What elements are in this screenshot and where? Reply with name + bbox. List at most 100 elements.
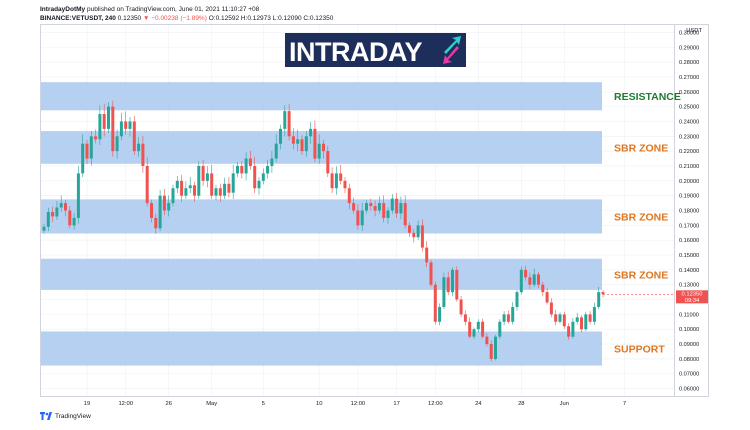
candle-body — [472, 329, 476, 337]
price-tick-label: 0.20000 — [679, 179, 699, 185]
candle-body — [46, 211, 50, 227]
time-tick-label: 19 — [84, 401, 90, 407]
candle-body — [541, 284, 545, 293]
price-tick-label: 0.09000 — [679, 342, 699, 348]
time-tick-label: 12:00 — [428, 401, 443, 407]
candle-body — [304, 136, 308, 152]
candle-body — [81, 143, 85, 174]
candle-body — [519, 269, 523, 293]
candle-body — [223, 183, 227, 196]
candle-body — [330, 173, 334, 189]
candle-body — [89, 136, 93, 159]
candle-body — [266, 165, 270, 174]
candle-body — [515, 292, 519, 307]
candle-body — [347, 188, 351, 204]
candle-body — [433, 284, 437, 322]
candle-body — [296, 139, 300, 144]
price-tick-label: 0.24000 — [679, 119, 699, 125]
candle-body — [365, 203, 368, 211]
zone-band-sbr — [41, 258, 602, 290]
tradingview-footer: TradingView — [40, 412, 91, 420]
candle-body — [390, 198, 394, 211]
symbol-info: BINANCE:VETUSDT, 240 0.12350 ▼ −0.00238 … — [40, 15, 333, 22]
zone-band-resistance — [41, 82, 602, 111]
candle-body — [339, 173, 343, 181]
time-tick-label: 12:00 — [351, 401, 366, 407]
symbol-name: BINANCE:VETUSDT, 240 — [40, 15, 116, 22]
candle-body — [463, 314, 467, 322]
candle-body — [313, 128, 317, 159]
candle-body — [98, 114, 102, 140]
candle-body — [498, 321, 502, 337]
logo-text: INTRADAY — [289, 37, 423, 67]
candle-body — [326, 151, 330, 174]
candle-body — [51, 211, 55, 217]
ohlc-values: O:0.12592 H:0.12973 L:0.12090 C:0.12350 — [208, 15, 334, 22]
zone-label-support: SUPPORT — [614, 344, 665, 356]
last-price: 0.12350 — [117, 15, 142, 22]
published-text: published on TradingView.com, June 01, 2… — [86, 6, 260, 13]
candle-body — [442, 277, 446, 307]
price-tick-label: 0.25000 — [679, 105, 699, 111]
candle-body — [489, 344, 493, 359]
zone-band-sbr — [41, 199, 602, 234]
candle-body — [554, 314, 558, 322]
candle-body — [76, 173, 80, 218]
candle-body — [279, 128, 282, 144]
candle-body — [309, 128, 313, 137]
zone-label-resistance: RESISTANCE — [614, 91, 681, 103]
price-tick-label: 0.27000 — [679, 75, 699, 81]
candle-body — [459, 299, 463, 315]
candle-body — [438, 306, 442, 322]
candle-body — [601, 292, 605, 295]
candle-body — [494, 336, 497, 359]
candle-body — [248, 158, 252, 166]
price-tick-label: 0.17000 — [679, 223, 699, 229]
candle-body — [597, 292, 601, 307]
candle-body — [429, 262, 433, 285]
zone-label-sbr: SBR ZONE — [614, 269, 668, 281]
candle-body — [408, 225, 411, 233]
intraday-logo: INTRADAY — [285, 33, 466, 67]
candle-body — [377, 203, 381, 211]
time-tick-label: 26 — [165, 401, 171, 407]
candle-body — [231, 173, 235, 193]
candle-body — [236, 165, 239, 174]
price-tick-label: 0.23000 — [679, 134, 699, 140]
candle-body — [334, 173, 338, 189]
candle-body — [240, 165, 244, 174]
candle-body — [382, 203, 386, 218]
candle-body — [545, 292, 549, 303]
time-tick-label: May — [206, 401, 217, 407]
candle-body — [85, 143, 89, 159]
candle-body — [300, 139, 304, 152]
price-tick-label: 0.18000 — [679, 209, 699, 215]
candle-body — [352, 203, 356, 211]
candle-body — [537, 274, 540, 285]
candle-body — [115, 136, 119, 152]
candle-body — [55, 207, 59, 217]
plot-frame — [40, 24, 709, 397]
price-tick-label: 0.19000 — [679, 194, 699, 200]
last-price-tag-value: 0.12350 — [682, 291, 703, 297]
currency-label: USDT — [686, 28, 702, 34]
publish-info: IntradayDotMy published on TradingView.c… — [40, 6, 259, 13]
candle-body — [343, 180, 347, 189]
candle-body — [274, 143, 278, 159]
candle-body — [145, 165, 149, 204]
candle-body — [68, 210, 72, 226]
candle-body — [150, 203, 153, 218]
price-tick-label: 0.11000 — [679, 312, 699, 318]
price-change: ▼ −0.00238 (−1.89%) — [142, 15, 207, 22]
time-tick-label: 12:00 — [118, 401, 133, 407]
price-tick-label: 0.30000 — [679, 30, 699, 36]
candle-body — [64, 203, 67, 211]
candle-body — [455, 269, 459, 300]
candle-body — [502, 314, 506, 322]
candle-body — [193, 185, 196, 196]
candle-body — [137, 143, 141, 152]
candle-body — [567, 326, 571, 337]
arrows-icon — [443, 36, 461, 64]
candle-body — [201, 165, 205, 181]
